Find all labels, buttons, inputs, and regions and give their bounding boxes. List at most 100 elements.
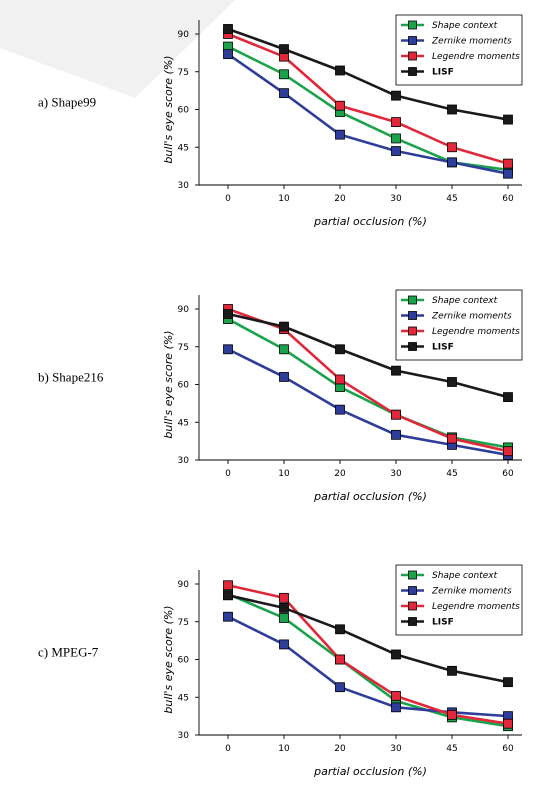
legend-swatch-marker	[408, 20, 417, 30]
series-line	[227, 592, 509, 728]
legend-entry: Zernike moments	[431, 312, 512, 322]
x-tick-label: 0	[225, 194, 231, 204]
charts-group: a) Shape99 30 45 60 75 90 0 10 20 30 45 60 partial o…	[38, 14, 523, 778]
legend-entry: Shape context	[432, 21, 498, 31]
data-point	[391, 702, 401, 713]
data-point	[447, 709, 457, 720]
data-point	[335, 65, 345, 76]
legend-swatch-marker	[408, 586, 417, 595]
series-line	[227, 27, 509, 121]
legend-swatch-marker	[408, 311, 417, 320]
data-point	[391, 365, 401, 376]
data-point	[391, 146, 401, 156]
data-point	[279, 321, 289, 332]
data-point	[447, 377, 457, 387]
legend-entry: Zernike moments	[431, 587, 512, 597]
data-point	[223, 611, 233, 622]
x-tick-label: 30	[390, 469, 402, 479]
data-point	[447, 142, 457, 153]
data-point	[391, 117, 401, 127]
x-tick-label: 45	[446, 194, 457, 204]
y-tick-label: 60	[178, 381, 190, 391]
chart-panel-2: c) MPEG-7 30 45 60 75 90 0 10 20 30 45 60 partial oc…	[38, 564, 523, 778]
legend-swatch-marker	[408, 326, 417, 336]
legend-entry: Legendre moments	[432, 52, 520, 62]
data-point	[503, 718, 513, 729]
data-point	[335, 374, 345, 385]
x-axis-title: partial occlusion (%)	[313, 490, 427, 503]
chart-panel-1: b) Shape216 30 45 60 75 90 0 10 20 30 45 60 partial …	[38, 289, 523, 503]
y-axis-title: bull's eye score (%)	[162, 330, 175, 438]
data-point	[391, 409, 401, 420]
data-point	[223, 344, 233, 355]
y-tick-label: 90	[178, 30, 190, 40]
legend-swatch-marker	[408, 36, 417, 45]
data-point	[279, 88, 289, 99]
data-point	[223, 580, 233, 591]
x-tick-label: 60	[502, 194, 514, 204]
legend-box	[395, 564, 523, 636]
data-point	[391, 691, 401, 701]
x-tick-label: 10	[278, 469, 290, 479]
x-tick-label: 45	[446, 744, 457, 754]
legend-entry: Legendre moments	[432, 602, 520, 612]
legend-entry: LISF	[432, 343, 454, 353]
data-point	[335, 682, 345, 693]
y-axis-title: bull's eye score (%)	[162, 55, 175, 163]
legend-entry: LISF	[432, 68, 454, 78]
x-tick-label: 30	[390, 194, 402, 204]
legend-swatch-marker	[408, 67, 417, 76]
x-tick-label: 10	[278, 744, 290, 754]
y-tick-label: 45	[178, 418, 189, 428]
panel-label: b) Shape216	[38, 370, 104, 385]
panel-label: c) MPEG-7	[38, 645, 99, 660]
y-tick-label: 60	[178, 106, 190, 116]
data-point	[503, 677, 513, 688]
data-point	[223, 24, 233, 34]
data-point	[279, 613, 289, 623]
panel-label: a) Shape99	[38, 95, 96, 110]
legend-entry: Legendre moments	[432, 327, 520, 337]
data-point	[391, 133, 401, 144]
data-point	[335, 129, 345, 140]
data-point	[335, 624, 345, 635]
legend-entry: Shape context	[432, 571, 498, 581]
x-tick-label: 45	[446, 469, 457, 479]
legend-swatch-marker	[408, 570, 417, 580]
series-line	[227, 317, 509, 449]
data-point	[447, 433, 457, 444]
y-axis-title: bull's eye score (%)	[162, 605, 175, 713]
y-tick-label: 75	[178, 618, 189, 628]
x-tick-label: 20	[334, 744, 346, 754]
series-line	[227, 53, 509, 175]
data-point	[447, 104, 457, 115]
legend-swatch-marker	[408, 342, 417, 351]
legend-entry: Shape context	[432, 296, 498, 306]
watermark-shape	[0, 0, 235, 98]
x-tick-label: 30	[390, 744, 402, 754]
series-line	[227, 583, 509, 725]
legend-entry: Zernike moments	[431, 37, 512, 47]
data-point	[279, 592, 289, 603]
y-tick-label: 75	[178, 343, 189, 353]
series-line	[227, 348, 509, 457]
data-point	[335, 654, 345, 665]
legend-swatch-marker	[408, 51, 417, 61]
data-point	[503, 114, 513, 125]
data-point	[503, 168, 513, 179]
legend-swatch-marker	[408, 601, 417, 611]
data-point	[279, 344, 289, 355]
x-tick-label: 60	[502, 744, 514, 754]
series-line	[227, 312, 509, 399]
y-tick-label: 75	[178, 68, 189, 78]
data-point	[503, 392, 513, 402]
chart-panel-0: a) Shape99 30 45 60 75 90 0 10 20 30 45 60 partial o…	[38, 14, 523, 228]
data-point	[335, 100, 345, 111]
data-point	[279, 44, 289, 54]
data-point	[279, 69, 289, 80]
x-tick-label: 0	[225, 469, 231, 479]
x-tick-label: 0	[225, 744, 231, 754]
y-tick-label: 30	[178, 181, 190, 191]
series-line	[227, 615, 509, 718]
